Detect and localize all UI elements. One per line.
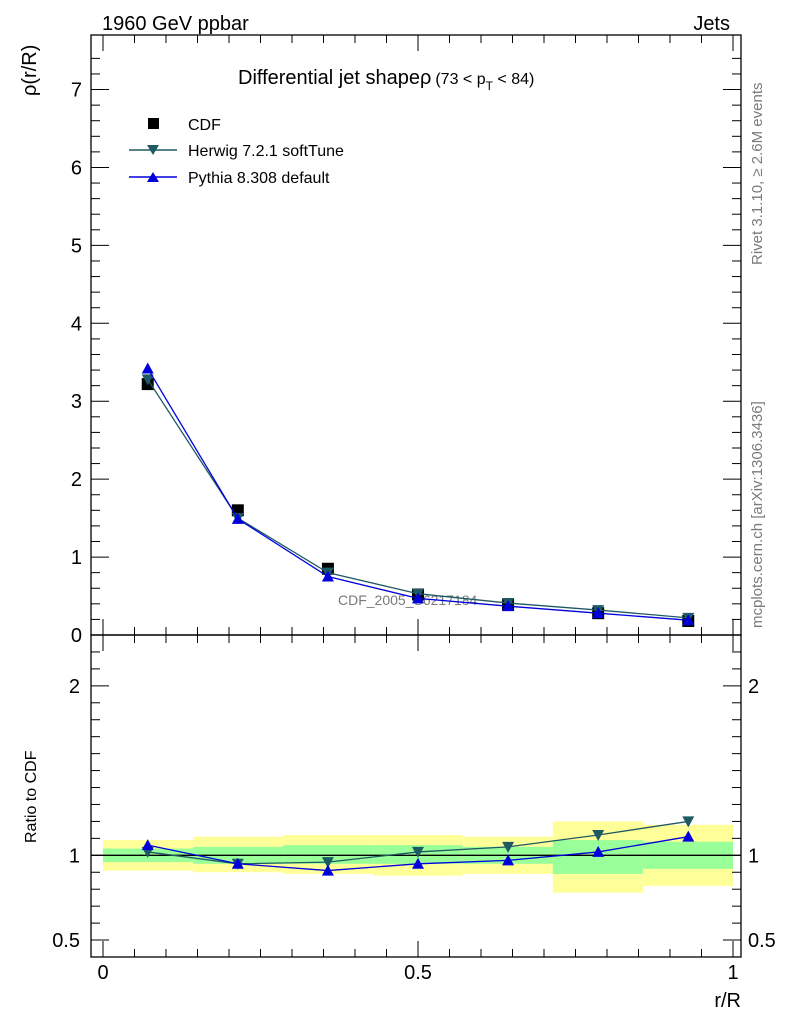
ratio-tick-label: 2: [69, 676, 80, 698]
top-series: [141, 362, 695, 627]
ratio-axis-label: Ratio to CDF: [23, 750, 40, 843]
y-tick-label: 3: [71, 391, 82, 413]
top-point-pythia: [321, 570, 334, 582]
rivet-label: Rivet 3.1.10, ≥ 2.6M events: [749, 83, 766, 266]
ratio-tick-label: 1: [69, 845, 80, 867]
legend-marker-herwig: [147, 145, 159, 155]
top-point-herwig: [141, 374, 154, 386]
y-tick-label: 1: [71, 547, 82, 569]
ratio-point-pythia: [231, 857, 244, 869]
x-axis-label: r/R: [714, 990, 741, 1012]
band-inner-5: [552, 840, 643, 874]
ratio-point-pythia: [502, 854, 515, 866]
chart-title: Differential jet shapeρ (73 < pT < 84): [238, 67, 534, 93]
ratio-tick-label-right: 0.5: [748, 930, 776, 952]
ratio-point-pythia: [321, 864, 334, 876]
ratio-point-pythia: [412, 857, 424, 869]
legend-marker-pythia: [147, 172, 159, 182]
ratio-point-pythia: [141, 839, 154, 851]
top-point-pythia: [412, 592, 424, 604]
top-line-herwig: [147, 379, 689, 619]
ratio-point-herwig: [321, 857, 334, 869]
y-tick-label: 4: [71, 313, 82, 335]
y-tick-label: 2: [71, 469, 82, 491]
top-axes: 0 1 2 3 4 5 6 7: [71, 34, 742, 647]
ratio-point-herwig: [592, 829, 605, 841]
ratio-point-pythia: [592, 845, 605, 857]
y-axis-label: ρ(r/R): [19, 45, 41, 96]
top-point-pythia: [141, 362, 154, 374]
watermark: CDF_2005_S6217184: [338, 592, 478, 608]
top-line-pythia: [147, 368, 689, 621]
header-left: 1960 GeV ppbar: [102, 13, 249, 35]
legend-marker-cdf: [148, 118, 159, 129]
y-tick-label: 5: [71, 235, 82, 257]
legend-label-cdf: CDF: [188, 117, 221, 134]
bottom-frame: [90, 634, 742, 958]
header-right: Jets: [693, 13, 730, 35]
y-tick-label: 7: [71, 80, 82, 102]
y-tick-label: 6: [71, 157, 82, 179]
legend: CDF Herwig 7.2.1 softTune Pythia 8.308 d…: [129, 117, 344, 187]
ratio-point-herwig: [502, 841, 515, 853]
top-point-pythia: [682, 614, 695, 626]
x-tick-label: 0: [97, 962, 108, 984]
ratio-tick-label: 0.5: [52, 930, 80, 952]
x-tick-label: 1: [727, 962, 738, 984]
legend-label-pythia: Pythia 8.308 default: [188, 170, 330, 187]
y-tick-label: 0: [71, 625, 82, 647]
mcplots-label: mcplots.cern.ch [arXiv:1306.3436]: [749, 401, 766, 628]
ratio-tick-label-right: 2: [748, 676, 759, 698]
ratio-point-pythia: [682, 830, 695, 842]
top-point-pythia: [231, 512, 244, 524]
top-point-pythia: [592, 607, 605, 619]
x-tick-label: 0.5: [404, 962, 432, 984]
top-point-pythia: [502, 600, 515, 612]
legend-label-herwig: Herwig 7.2.1 softTune: [188, 143, 344, 160]
ratio-tick-label-right: 1: [748, 845, 759, 867]
bottom-series: [141, 816, 695, 876]
ratio-point-herwig: [412, 846, 424, 858]
ratio-point-herwig: [682, 816, 695, 828]
bottom-axes: 0 0.5 1 0.5 0.5 1 1 2 2: [52, 634, 776, 984]
